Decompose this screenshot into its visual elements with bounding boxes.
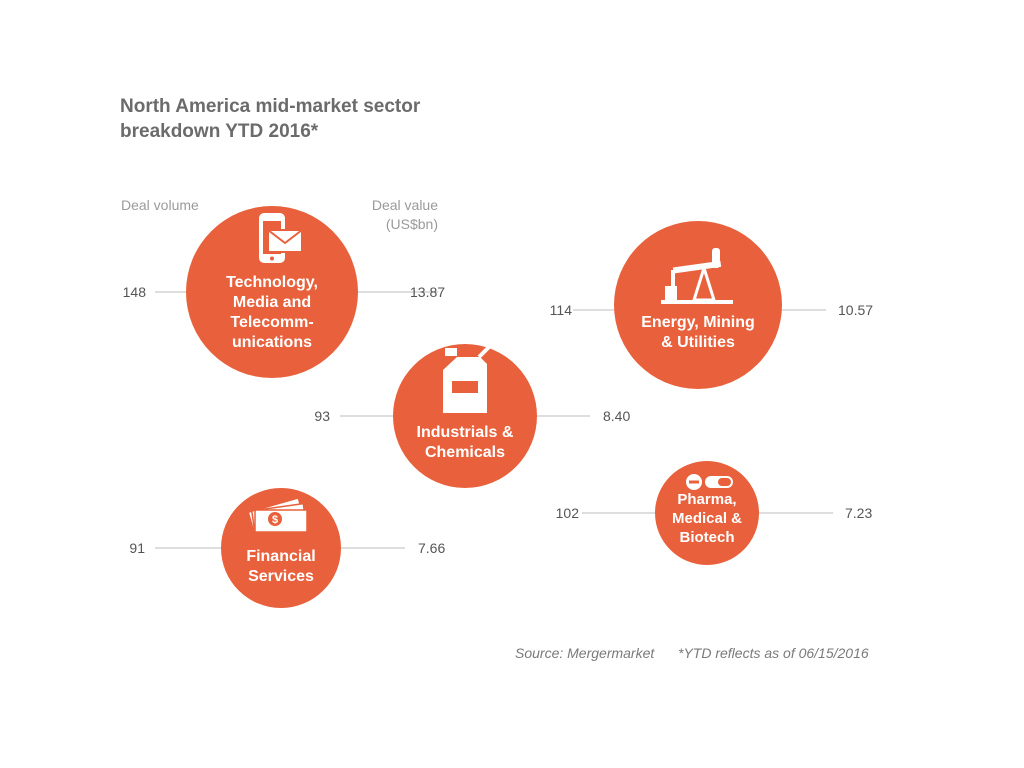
- canister-icon: [443, 345, 491, 413]
- sector-label-line: Services: [248, 568, 314, 585]
- sector-bubble-group: $ Financial Services 91 7.66: [129, 488, 445, 608]
- pump-rod: [671, 270, 675, 300]
- envelope-flap: [267, 229, 303, 245]
- sector-bubble: [614, 221, 782, 389]
- deal-value-label-line: (US$bn): [385, 216, 438, 232]
- pills-icon: [686, 474, 733, 490]
- deal-value-label: Deal value (US$bn): [330, 196, 438, 234]
- deal-volume-value: 148: [123, 284, 147, 300]
- sector-label: Technology, Media and Telecomm-unications: [226, 274, 318, 351]
- chart-title-line: North America mid-market sector: [120, 96, 421, 117]
- sector-bubble-group: Pharma, Medical & Biotech 102 7.23: [556, 461, 872, 565]
- phone-button: [270, 256, 274, 261]
- smartphone-mail-icon: [259, 213, 303, 263]
- deal-value-value: 8.40: [603, 408, 630, 424]
- pill-line: [689, 480, 699, 484]
- pump-head: [712, 248, 720, 268]
- sector-label: Industrials & Chemicals: [417, 424, 514, 461]
- sector-label-line: Chemicals: [425, 444, 505, 461]
- sector-label: Financial Services: [246, 548, 315, 585]
- sector-bubble-group: Technology, Media and Telecomm-unications 1…: [123, 206, 445, 378]
- sector-label-line: Pharma,: [677, 491, 736, 508]
- ytd-footnote: *YTD reflects as of 06/15/2016: [678, 645, 869, 661]
- sector-label-line: Energy, Mining: [641, 314, 754, 331]
- deal-volume-label-text: Deal volume: [121, 197, 199, 213]
- sector-label-line: Industrials &: [417, 424, 514, 441]
- sector-label: Pharma, Medical & Biotech: [672, 491, 742, 546]
- sector-bubble: [655, 461, 759, 565]
- deal-value-value: 10.57: [838, 302, 873, 318]
- sector-bubble-group: Industrials & Chemicals 93 8.40: [314, 344, 630, 488]
- canister-cap: [445, 348, 457, 356]
- source-note: Source: Mergermarket: [515, 645, 655, 661]
- deal-volume-value: 102: [556, 505, 580, 521]
- canister-label: [452, 381, 478, 393]
- chart-title: North America mid-market sector breakdow…: [120, 94, 480, 144]
- capsule-half: [718, 478, 731, 486]
- sector-bubble-group: Energy, Mining & Utilities 114 10.57: [550, 221, 873, 389]
- pump-motor: [665, 286, 677, 300]
- money-stack-icon: $: [247, 496, 308, 535]
- sector-label-line: Biotech: [679, 529, 734, 546]
- deal-value-value: 7.66: [418, 540, 445, 556]
- coin-disc: [268, 512, 282, 526]
- oil-pump-icon: [661, 248, 733, 304]
- sector-label-line: Telecomm-: [230, 314, 313, 331]
- sector-bubble: [186, 206, 358, 378]
- deal-value-value: 13.87: [410, 284, 445, 300]
- sector-label: Energy, Mining & Utilities: [641, 314, 754, 351]
- sector-label-line: Media and: [233, 294, 311, 311]
- deal-value-value: 7.23: [845, 505, 872, 521]
- deal-volume-label: Deal volume: [121, 196, 199, 215]
- pump-beam: [672, 260, 722, 274]
- pump-derrick: [691, 262, 717, 302]
- pump-base: [661, 300, 733, 304]
- canister-spout: [477, 345, 491, 359]
- deal-volume-value: 93: [314, 408, 330, 424]
- dollar-sign: $: [272, 514, 278, 526]
- deal-volume-value: 91: [129, 540, 145, 556]
- sector-label-line: Technology,: [226, 274, 318, 291]
- chart-title-line: breakdown YTD 2016*: [120, 121, 319, 142]
- deal-volume-value: 114: [550, 302, 573, 318]
- sector-label-line: Medical &: [672, 510, 742, 527]
- deal-value-label-line: Deal value: [371, 197, 438, 213]
- sector-label-line: & Utilities: [661, 334, 735, 351]
- sector-bubble: [393, 344, 537, 488]
- sector-label-line: Financial: [246, 548, 315, 565]
- sector-label-line: unications: [232, 334, 312, 351]
